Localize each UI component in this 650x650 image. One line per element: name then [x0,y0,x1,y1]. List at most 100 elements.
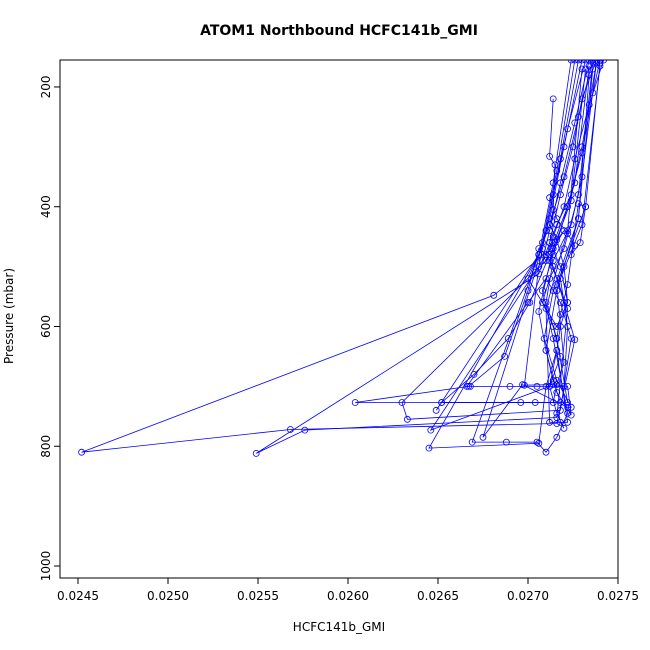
data-point [553,236,561,244]
data-point [575,60,582,64]
data-point [557,323,564,330]
data-point [466,382,474,390]
data-point [535,308,543,315]
x-tick-label: 0.0245 [57,589,99,603]
data-point [542,448,550,456]
data-point [535,251,543,259]
data-point [585,71,593,79]
data-point [557,263,564,271]
data-point [542,382,550,390]
data-point [564,418,571,426]
data-point [468,438,476,446]
data-point [551,161,559,169]
data-point [564,403,571,411]
data-point [567,335,575,342]
data-point [524,275,532,283]
data-point [540,335,548,342]
series-line-11 [549,98,569,429]
data-point [524,299,532,306]
x-tick-label: 0.0255 [237,589,279,603]
data-point [546,152,553,160]
data-point [502,438,510,446]
data-point [593,60,600,67]
data-point [542,346,550,354]
data-point [600,60,607,64]
data-point [403,415,411,423]
data-point [351,399,359,406]
data-point [567,191,575,199]
data-point [252,449,260,457]
data-point [585,101,593,109]
data-point [553,287,561,295]
x-tick-label: 0.0260 [327,589,369,603]
data-point [535,439,543,447]
data-point [531,269,539,277]
plot-frame [59,59,619,579]
y-tick-label: 1000 [39,551,53,582]
data-point [575,215,582,223]
data-point [567,60,575,64]
data-point [571,336,579,344]
y-axis-label: Pressure (mbar) [2,268,16,364]
data-point [546,418,553,426]
data-point [553,409,561,417]
y-tick-label: 400 [39,195,53,218]
data-point [549,287,557,295]
data-point [501,352,509,360]
data-point [506,382,514,390]
data-point [578,221,586,229]
series-line-10 [527,60,597,328]
data-point [490,291,498,299]
data-point [575,200,582,208]
data-point [578,143,586,151]
data-point [553,433,561,441]
data-point [542,257,550,265]
data-point [546,382,553,390]
data-point [582,60,589,64]
data-point [575,191,582,199]
x-tick-label: 0.0275 [597,589,639,603]
data-point [524,287,532,295]
data-point [560,263,568,271]
data-point [549,335,557,342]
data-point [549,179,557,187]
data-point [560,245,568,253]
data-point [432,406,440,414]
y-axis: 200 400 600 800 1000 [39,75,61,582]
data-point [564,299,571,306]
x-axis-label: HCFC141b_GMI [293,620,385,634]
data-point [553,376,561,384]
data-point [564,323,571,330]
data-point [425,444,433,452]
data-point [549,245,557,253]
data-point [564,281,571,289]
data-point [553,388,561,396]
data-point [553,335,561,342]
data-point [553,215,561,223]
data-point [549,95,557,103]
data-point [557,311,564,318]
data-point [546,239,553,247]
y-tick-label: 200 [39,75,53,98]
series-layer [78,60,607,457]
data-point [560,173,568,181]
data-point [557,418,564,426]
data-point [553,167,561,175]
data-point [398,399,406,406]
data-point [571,60,579,64]
series-line-9 [482,60,590,438]
series-line-12 [549,197,587,339]
y-tick-label: 800 [39,435,53,458]
data-point [438,399,446,406]
data-point [564,382,571,390]
data-point [571,242,579,250]
data-point [519,381,526,389]
data-point [553,346,561,354]
data-point [553,414,561,421]
x-tick-label: 0.0270 [507,589,549,603]
data-point [567,411,575,419]
data-point [567,251,575,259]
data-point [479,433,487,441]
data-point [582,65,589,73]
